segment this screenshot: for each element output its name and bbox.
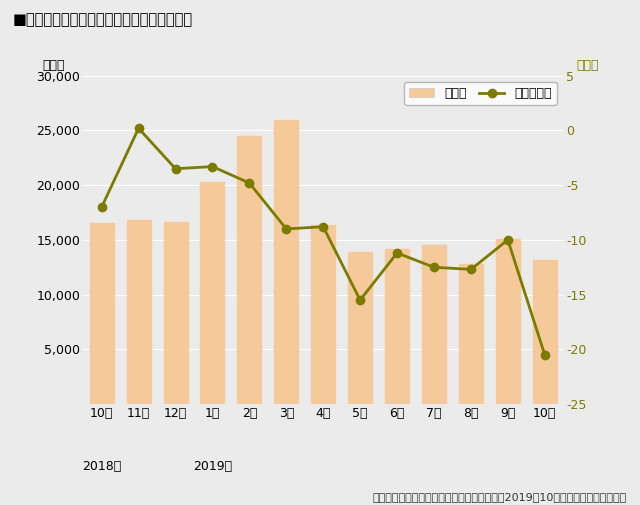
Bar [90, 223, 114, 404]
Bar [275, 120, 298, 404]
Text: （件）: （件） [42, 60, 65, 72]
Text: 2018年: 2018年 [82, 460, 122, 473]
Bar [237, 136, 261, 404]
Text: （％）: （％） [577, 60, 599, 72]
Bar [311, 225, 335, 404]
Bar [163, 222, 188, 404]
Bar [459, 264, 483, 404]
Bar [496, 239, 520, 404]
Bar [532, 260, 557, 404]
Bar [200, 182, 225, 404]
Text: ■成約数および前年同月比の推移（首都圏）: ■成約数および前年同月比の推移（首都圏） [13, 13, 193, 28]
Bar [385, 248, 409, 404]
Text: 出典：「首都圏の居住用賃貸物件成約動向（2019年10月）」アットホーム調べ: 出典：「首都圏の居住用賃貸物件成約動向（2019年10月）」アットホーム調べ [373, 492, 627, 502]
Legend: 成約数, 前年同月比: 成約数, 前年同月比 [404, 82, 557, 105]
Bar [348, 252, 372, 404]
Bar [127, 220, 150, 404]
Bar [422, 245, 446, 404]
Text: 2019年: 2019年 [193, 460, 232, 473]
